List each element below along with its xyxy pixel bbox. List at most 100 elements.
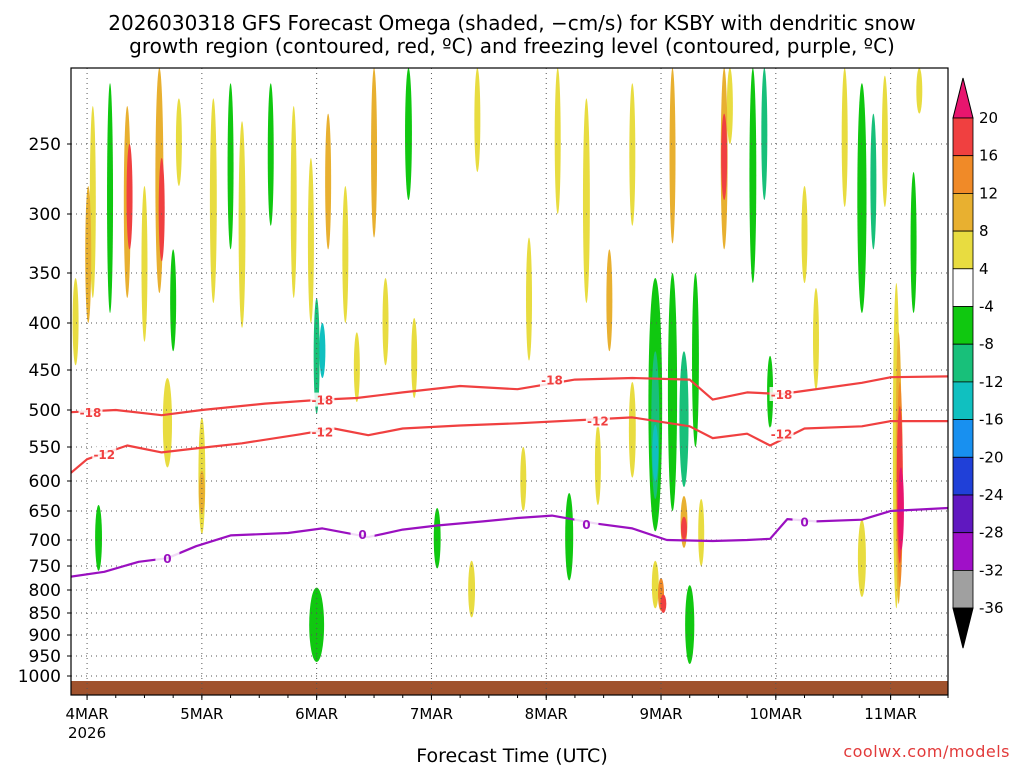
y-tick-label: 900 — [29, 626, 61, 646]
contour-label: -18 — [769, 387, 794, 402]
omega-cell — [526, 237, 533, 361]
contour-label: -18 — [539, 372, 564, 388]
omega-cell — [761, 68, 768, 200]
x-tick-label: 9MAR — [639, 705, 682, 723]
contour-label-bg — [78, 405, 103, 420]
contour-label-text: -12 — [312, 425, 334, 439]
y-tick-label: 400 — [29, 314, 61, 334]
colorbar-swatch — [952, 456, 974, 496]
omega-cell — [474, 68, 481, 172]
omega-cell — [870, 113, 877, 250]
contour-label-bg — [310, 424, 335, 439]
y-tick-label: 850 — [29, 604, 61, 624]
colorbar-swatch — [952, 419, 974, 458]
omega-cell — [680, 516, 687, 541]
omega-cell — [267, 83, 274, 226]
colorbar-swatch — [952, 306, 974, 345]
omega-cell — [468, 560, 476, 618]
contour-label: 0 — [792, 514, 817, 529]
omega-cell — [841, 68, 848, 207]
omega-cell — [72, 278, 79, 366]
omega-cell — [309, 587, 325, 662]
contour-label-text: 0 — [163, 552, 171, 566]
contour-label-bg — [585, 413, 610, 428]
colorbar-label: -4 — [979, 298, 994, 316]
contour-label-text: -18 — [312, 394, 334, 408]
y-tick-label: 500 — [29, 401, 61, 421]
omega-cell — [628, 382, 636, 478]
contour-label-bg — [92, 446, 117, 461]
omega-cell — [651, 560, 659, 609]
omega-cell — [126, 144, 133, 250]
colorbar-label: -12 — [979, 373, 1004, 391]
y-tick-label: 350 — [29, 264, 61, 284]
colorbar-label: 12 — [979, 184, 998, 202]
omega-cell — [606, 249, 613, 352]
omega-cell — [667, 273, 678, 511]
omega-cell — [290, 106, 297, 298]
omega-cell — [881, 75, 888, 207]
colorbar-cap-bottom — [952, 607, 974, 649]
contour-labels: -18 -18 -18 -18 -12 -12 -12 -12 0 0 0 0 — [78, 372, 817, 566]
omega-cell — [812, 288, 819, 390]
omega-cell — [89, 106, 96, 298]
contour-label-bg — [539, 372, 564, 387]
y-tick-label: 950 — [29, 647, 61, 667]
contour-label: -12 — [92, 446, 117, 462]
omega-cell — [916, 68, 923, 114]
omega-cell — [698, 499, 705, 566]
y-tick-label: 750 — [29, 557, 61, 577]
omega-cell — [141, 186, 148, 342]
contour-label-text: 0 — [582, 518, 590, 532]
y-tick-label: 550 — [29, 438, 61, 458]
contour-label-text: -12 — [771, 428, 793, 442]
y-axis: 2503003504004505005506006507007508008509… — [18, 135, 71, 687]
omega-cell — [897, 467, 904, 551]
colorbar-label: -36 — [979, 599, 1004, 617]
omega-cell — [857, 83, 867, 313]
x-tick-label: 6MAR — [295, 705, 338, 723]
y-tick-label: 650 — [29, 502, 61, 522]
omega-cell — [520, 447, 527, 511]
contour-label-bg — [350, 527, 375, 542]
omega-cell — [325, 113, 332, 250]
omega-cell — [382, 278, 389, 366]
omega-cell — [405, 68, 412, 200]
contour-label-bg — [310, 392, 335, 407]
omega-cell — [857, 519, 866, 597]
contour-label-text: -12 — [93, 448, 115, 462]
contour-label-bg — [769, 387, 794, 401]
chart-title-line-2: growth region (contoured, red, ºC) and f… — [129, 34, 895, 58]
contour-label: -18 — [310, 392, 335, 408]
omega-cell — [910, 172, 917, 313]
contour-label: -12 — [585, 413, 610, 428]
colorbar-label: 16 — [979, 147, 998, 165]
omega-cell — [433, 508, 441, 569]
contour-label-bg — [769, 426, 794, 441]
omega-cell — [342, 186, 349, 323]
omega-cell — [660, 594, 667, 613]
colorbar-swatch — [952, 230, 974, 270]
x-tick-label: 7MAR — [410, 705, 453, 723]
omega-cell — [95, 505, 102, 571]
attribution-text[interactable]: coolwx.com/models — [843, 742, 1010, 761]
x-tick-label: 4MAR — [65, 705, 108, 723]
grid — [71, 68, 948, 695]
y-tick-label: 800 — [29, 581, 61, 601]
colorbar-swatch — [952, 381, 974, 420]
colorbar-swatch — [952, 343, 974, 383]
omega-cell — [227, 83, 234, 250]
colorbar-swatch — [952, 155, 974, 194]
omega-shading — [72, 68, 923, 664]
omega-cell — [158, 158, 165, 262]
omega-cell — [307, 158, 314, 323]
omega-cell — [565, 493, 574, 581]
omega-cell — [669, 68, 676, 244]
omega-cell — [175, 98, 182, 186]
y-tick-label: 600 — [29, 472, 61, 492]
ground-bar — [71, 681, 948, 695]
colorbar-label: -20 — [979, 448, 1004, 466]
contour-label-bg — [792, 514, 817, 529]
